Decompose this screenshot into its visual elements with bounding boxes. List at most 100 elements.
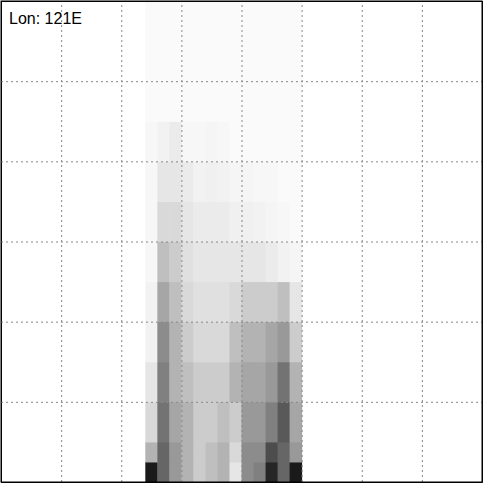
- heat-cell: [169, 402, 182, 443]
- x-axis: [2, 1, 483, 483]
- heat-cell: [145, 1, 158, 122]
- heat-cell: [278, 161, 291, 202]
- heat-cell: [278, 1, 291, 122]
- heat-cell: [193, 201, 206, 242]
- heat-cell: [290, 402, 303, 443]
- heat-cell: [229, 201, 242, 242]
- heat-cell: [193, 242, 206, 283]
- heat-cell: [290, 121, 303, 162]
- heat-cell: [278, 121, 291, 162]
- heat-cell: [181, 462, 194, 482]
- heat-cell: [266, 1, 279, 122]
- heat-cell: [205, 442, 218, 463]
- heat-cell: [278, 282, 291, 323]
- heat-cell: [145, 322, 158, 363]
- tick: [1, 402, 482, 403]
- heat-cell: [217, 1, 230, 122]
- plot-frame: [1, 1, 482, 482]
- cells: [145, 1, 302, 482]
- heat-cell: [217, 442, 230, 463]
- title: Lon: 121E: [9, 10, 82, 27]
- heat-cell: [242, 402, 255, 443]
- heat-cell: [217, 282, 230, 323]
- heat-cell: [242, 282, 255, 323]
- heat-cell: [278, 201, 291, 242]
- heat-cell: [254, 121, 267, 162]
- heat-cell: [278, 362, 291, 403]
- heat-cell: [290, 242, 303, 283]
- heat-cell: [229, 322, 242, 363]
- heat-cell: [229, 362, 242, 403]
- heat-cell: [217, 161, 230, 202]
- heat-cell: [145, 282, 158, 323]
- heat-cell: [157, 161, 170, 202]
- heat-cell: [254, 242, 267, 283]
- heat-cell: [217, 121, 230, 162]
- heat-cell: [157, 442, 170, 463]
- heat-cell: [169, 462, 182, 482]
- heat-cell: [205, 201, 218, 242]
- chart-svg: Lon: 121E: [0, 0, 483, 483]
- heat-cell: [157, 242, 170, 283]
- heat-cell: [290, 282, 303, 323]
- heat-cell: [193, 1, 206, 122]
- heat-cell: [242, 201, 255, 242]
- heat-cell: [193, 442, 206, 463]
- heat-cell: [266, 442, 279, 463]
- heat-cell: [254, 161, 267, 202]
- heat-cell: [254, 442, 267, 463]
- heat-cell: [266, 402, 279, 443]
- heat-cell: [205, 362, 218, 403]
- plot-area: [1, 1, 483, 483]
- heat-cell: [205, 282, 218, 323]
- heat-cell: [181, 201, 194, 242]
- heat-cell: [145, 402, 158, 443]
- heat-cell: [169, 1, 182, 122]
- heat-cell: [278, 402, 291, 443]
- heat-cell: [157, 1, 170, 122]
- tick: [1, 242, 482, 243]
- chart-container: Lon: 121E: [0, 0, 483, 483]
- heat-cell: [278, 462, 291, 482]
- heat-cell: [193, 402, 206, 443]
- heat-cell: [266, 121, 279, 162]
- heat-cell: [229, 242, 242, 283]
- heat-cell: [266, 242, 279, 283]
- heat-cell: [254, 1, 267, 122]
- heat-cell: [254, 402, 267, 443]
- heat-cell: [229, 121, 242, 162]
- heat-cell: [205, 322, 218, 363]
- heat-cell: [266, 201, 279, 242]
- heat-cell: [242, 242, 255, 283]
- heat-cell: [290, 1, 303, 122]
- heat-cell: [205, 161, 218, 202]
- heat-cell: [242, 362, 255, 403]
- heat-cell: [266, 322, 279, 363]
- heat-cell: [229, 462, 242, 482]
- grid-line: [1, 322, 482, 323]
- heat-cell: [193, 462, 206, 482]
- axis-line: [2, 2, 483, 483]
- heat-cell: [266, 161, 279, 202]
- heat-cell: [181, 362, 194, 403]
- heat-cell: [278, 322, 291, 363]
- heat-cell: [217, 462, 230, 482]
- heat-cell: [217, 402, 230, 443]
- heat-cell: [193, 121, 206, 162]
- heat-cell: [290, 362, 303, 403]
- heat-cell: [229, 1, 242, 122]
- tick: [1, 81, 482, 82]
- heat-cell: [145, 121, 158, 162]
- heat-cell: [205, 242, 218, 283]
- heat-cell: [157, 322, 170, 363]
- grid-line: [1, 81, 482, 82]
- heat-cell: [242, 322, 255, 363]
- grid-line: [1, 242, 482, 243]
- heat-cell: [193, 282, 206, 323]
- heat-cell: [181, 161, 194, 202]
- heat-cell: [242, 442, 255, 463]
- heat-cell: [254, 201, 267, 242]
- heat-cell: [229, 442, 242, 463]
- heat-cell: [181, 322, 194, 363]
- heat-cell: [193, 362, 206, 403]
